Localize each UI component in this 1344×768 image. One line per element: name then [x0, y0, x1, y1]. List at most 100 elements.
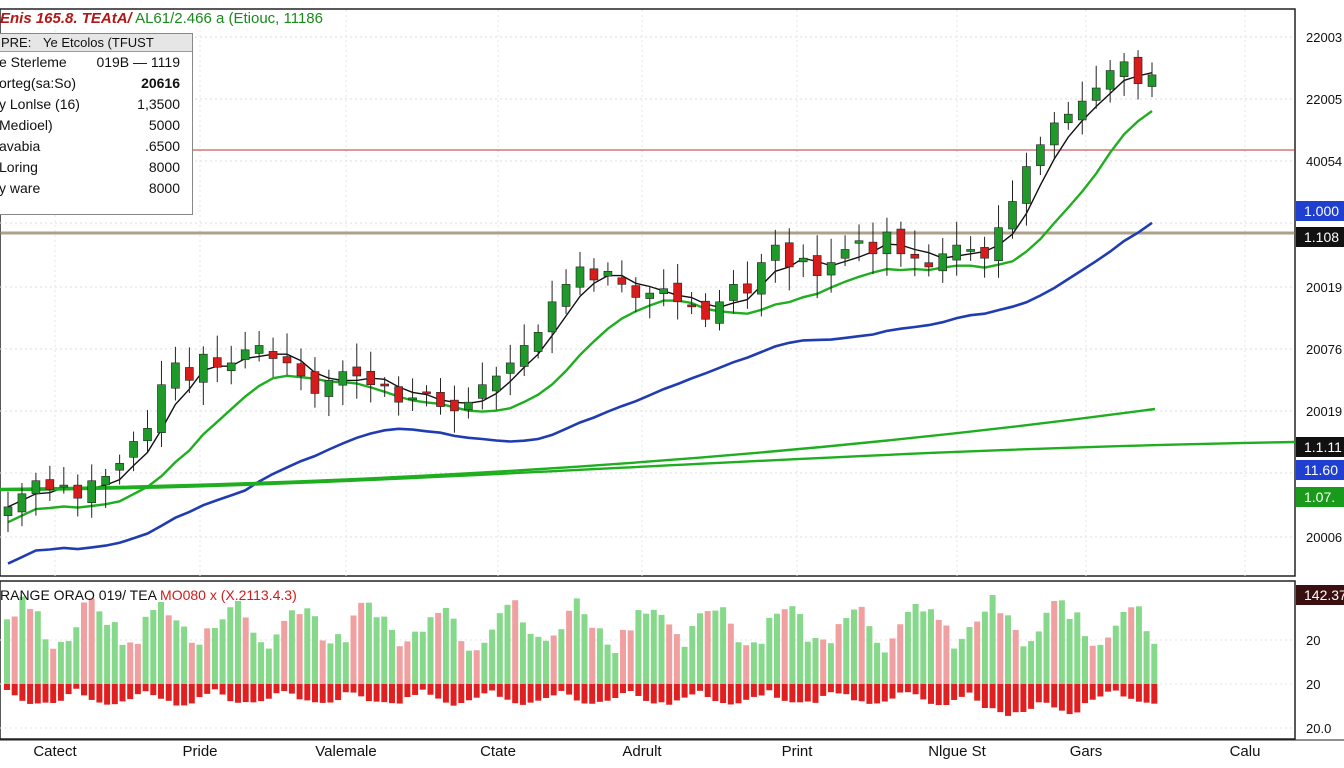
histogram-bar-positive — [119, 644, 126, 684]
histogram-bar-positive — [496, 613, 503, 684]
candle-body — [31, 480, 41, 495]
histogram-bar-positive — [1028, 641, 1035, 684]
candle-body — [617, 277, 627, 285]
chart-title: Enis 165.8. TEAtA/ AL61/2.466 a (Etiouc,… — [0, 10, 323, 27]
y-tick-label: 20019 — [1306, 404, 1343, 419]
histogram-bar-negative — [119, 684, 126, 702]
histogram-bar-positive — [188, 642, 195, 684]
histogram-bar-positive — [1143, 631, 1150, 684]
histogram-bar-negative — [1035, 684, 1042, 703]
histogram-bar-negative — [851, 684, 857, 701]
histogram-bar-positive — [1005, 615, 1011, 684]
x-tick-label: Ctate — [480, 743, 516, 760]
histogram-bar-positive — [835, 624, 842, 684]
histogram-bar-negative — [1120, 684, 1127, 697]
histogram-bar-negative — [496, 684, 503, 697]
histogram-bar-negative — [196, 684, 203, 698]
histogram-bar-positive — [851, 609, 857, 684]
histogram-bar-negative — [34, 684, 41, 704]
histogram-bar-positive — [381, 616, 388, 684]
histogram-bar-negative — [789, 684, 796, 703]
histogram-bar-positive — [335, 634, 342, 684]
histogram-bar-positive — [581, 614, 588, 684]
candle-body — [1119, 61, 1129, 77]
histogram-bar-positive — [1074, 612, 1081, 684]
histogram-bar-positive — [766, 617, 773, 684]
histogram-bar-positive — [689, 626, 696, 684]
candle-body — [771, 244, 780, 261]
candle-body — [199, 353, 208, 383]
histogram-bar-positive — [897, 624, 904, 684]
histogram-bar-negative — [1082, 684, 1088, 704]
histogram-bar-negative — [635, 684, 642, 696]
histogram-bar-positive — [650, 609, 657, 684]
candle-body — [59, 484, 69, 488]
histogram-bar-negative — [389, 684, 395, 704]
histogram-bar-positive — [643, 613, 650, 684]
histogram-bar-negative — [666, 684, 673, 705]
candle-body — [812, 255, 822, 276]
histogram-bar-negative — [866, 684, 873, 704]
histogram-bar-negative — [1151, 684, 1158, 704]
histogram-bar-negative — [1051, 684, 1058, 708]
histogram-bar-negative — [11, 684, 18, 696]
histogram-bar-negative — [581, 684, 588, 704]
candle-body — [254, 345, 264, 354]
candle-body — [226, 362, 236, 372]
histogram-bar-negative — [735, 684, 742, 704]
data-window[interactable]: PRE: Ye Etcolos (TFUST e Sterleme 019B —… — [0, 33, 193, 215]
histogram-bar-negative — [512, 684, 519, 704]
histogram-bar-negative — [181, 684, 188, 706]
histogram-bar-negative — [1043, 684, 1050, 703]
histogram-bar-positive — [681, 646, 688, 684]
y-tick-label: 20019 — [1306, 280, 1343, 295]
histogram-bar-positive — [697, 613, 703, 684]
oscillator-params: MO080 x (X.2113.4.3) — [160, 587, 297, 603]
histogram-bar-negative — [1135, 684, 1142, 702]
histogram-bar-positive — [712, 610, 719, 684]
histogram-bar-positive — [912, 604, 919, 684]
histogram-bar-negative — [81, 684, 87, 696]
histogram-bar-negative — [450, 684, 457, 706]
histogram-bar-negative — [743, 684, 750, 700]
histogram-bar-negative — [1128, 684, 1135, 699]
histogram-bar-positive — [65, 641, 72, 684]
histogram-bar-negative — [211, 684, 218, 690]
candle-body — [673, 282, 682, 303]
candle-body — [757, 262, 766, 295]
candles — [3, 50, 1157, 532]
histogram-bar-negative — [173, 684, 180, 706]
histogram-bar-negative — [689, 684, 696, 695]
candle-body — [1091, 87, 1101, 101]
histogram-bar-positive — [720, 607, 727, 684]
candle-body — [505, 362, 515, 374]
histogram-bar-negative — [381, 684, 388, 703]
histogram-bar-negative — [188, 684, 195, 704]
histogram-bar-positive — [635, 610, 642, 684]
histogram-bar-negative — [65, 684, 72, 695]
histogram-bar-negative — [288, 684, 295, 694]
histogram-bar-negative — [951, 684, 958, 700]
candle-body — [701, 300, 710, 320]
candle-body — [17, 493, 27, 513]
histogram-bar-positive — [142, 616, 149, 684]
histogram-bar-negative — [435, 684, 442, 699]
histogram-bar-positive — [350, 615, 357, 684]
histogram-bar-negative — [4, 684, 10, 690]
histogram-bar-negative — [673, 684, 680, 701]
histogram-bar-positive — [1012, 629, 1019, 684]
histogram-bar-positive — [951, 648, 958, 684]
histogram-bar-positive — [535, 636, 542, 684]
histogram-bar-negative — [535, 684, 542, 701]
histogram-bar-negative — [312, 684, 318, 703]
row-value: 8000 — [148, 180, 180, 196]
histogram-bar-positive — [111, 622, 118, 684]
histogram-bar-positive — [958, 638, 965, 684]
candle-body — [478, 384, 487, 399]
candle-body — [212, 357, 222, 368]
ma-slow-line — [7, 221, 1153, 565]
histogram-bar-negative — [928, 684, 934, 704]
histogram-bar-positive — [281, 620, 288, 684]
candle-body — [1036, 144, 1045, 166]
row-value: 019B — 1119 — [96, 54, 180, 70]
